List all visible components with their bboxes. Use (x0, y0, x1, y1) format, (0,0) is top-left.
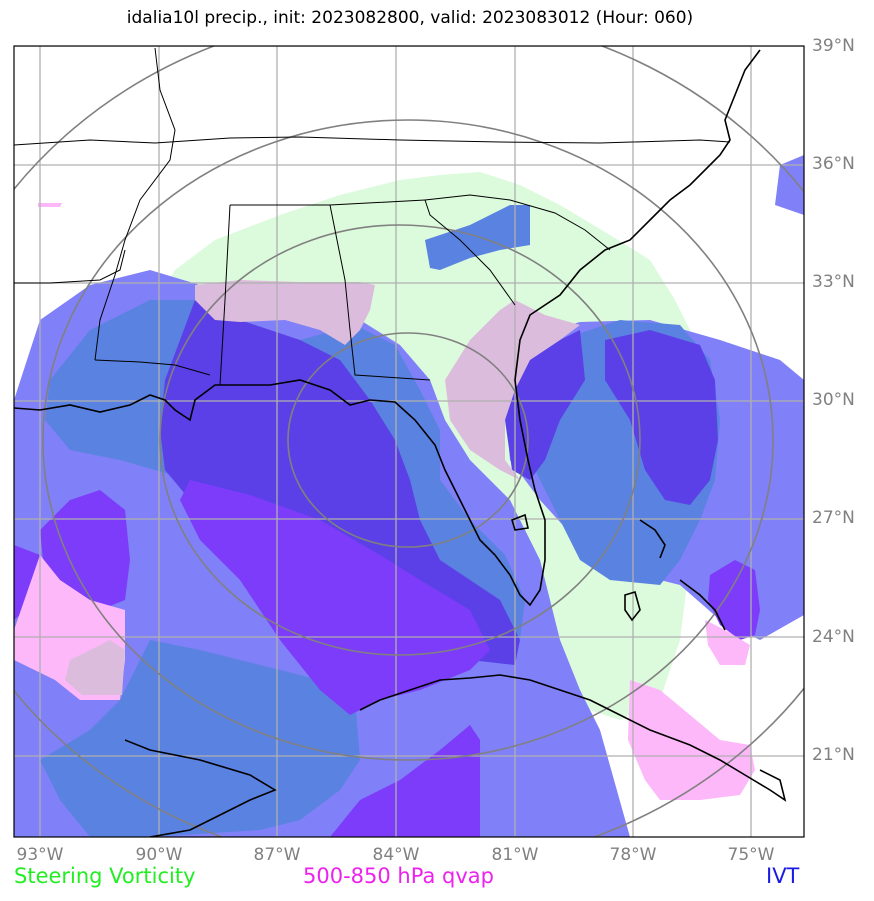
graticule (14, 46, 804, 837)
ivt-light-region-ne (775, 155, 804, 215)
lat-label-39n: 39°N (812, 36, 855, 56)
ivt-purple-region-west (40, 490, 130, 610)
ivt-purple-region-bahamas (708, 560, 760, 640)
qvap-region-caribbean (628, 680, 755, 800)
lon-label-78w: 78°W (609, 845, 657, 865)
legend-ivt: IVT (766, 864, 800, 888)
lat-label-24n: 24°N (812, 627, 855, 647)
map-frame (13, 45, 805, 838)
lon-label-81w: 81°W (491, 845, 539, 865)
lat-label-21n: 21°N (812, 745, 855, 765)
lon-label-87w: 87°W (253, 845, 301, 865)
qvap-region-alabama (195, 280, 375, 345)
qvap-region-georgia (445, 300, 580, 480)
ivt-dark-region (160, 300, 520, 665)
lon-label-75w: 75°W (727, 845, 775, 865)
map-title: idalia10l precip., init: 2023082800, val… (126, 8, 694, 28)
range-rings (14, 46, 804, 837)
coastlines (14, 49, 787, 837)
legend-steering-vorticity: Steering Vorticity (14, 864, 196, 888)
lon-label-84w: 84°W (372, 845, 420, 865)
legend-qvap: 500-850 hPa qvap (303, 864, 494, 888)
ivt-purple-region (180, 480, 490, 715)
qvap-region-west-dark (65, 640, 125, 695)
ivt-mid-region-georgia (425, 205, 530, 270)
qvap-region-ne (38, 203, 62, 207)
lat-label-27n: 27°N (812, 508, 855, 528)
qvap-region-bahamas (705, 620, 750, 665)
lat-label-36n: 36°N (812, 154, 855, 174)
ivt-purple-region-cuba (330, 725, 480, 837)
lon-label-90w: 90°W (135, 845, 183, 865)
state-borders (14, 47, 731, 386)
lat-label-30n: 30°N (812, 390, 855, 410)
ivt-mid-region-south (40, 640, 360, 837)
lon-label-93w: 93°W (16, 845, 64, 865)
lat-label-33n: 33°N (812, 272, 855, 292)
